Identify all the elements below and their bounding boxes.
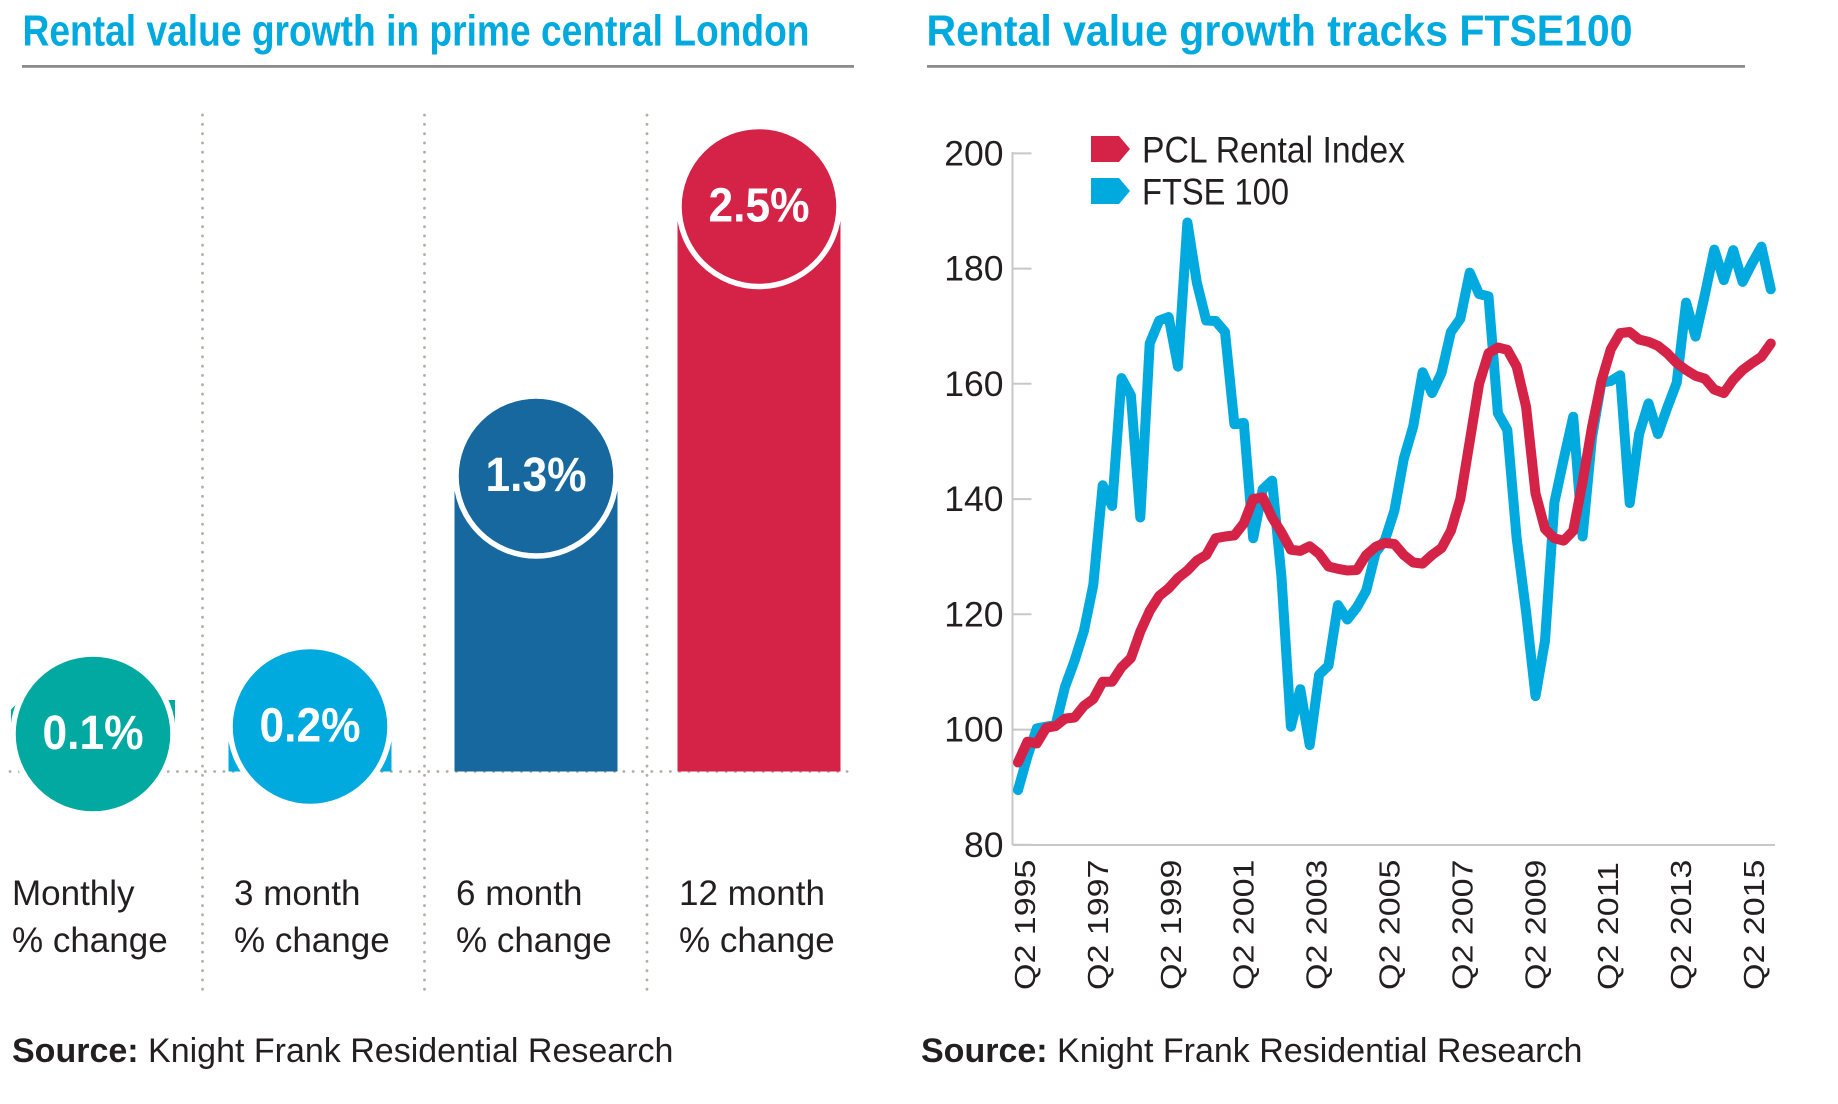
svg-text:Q2 2013: Q2 2013: [1665, 860, 1698, 990]
svg-text:120: 120: [944, 594, 1003, 634]
svg-text:% change: % change: [12, 921, 168, 960]
svg-text:Rental value growth tracks FTS: Rental value growth tracks FTSE100: [927, 7, 1633, 56]
svg-text:Q2 1999: Q2 1999: [1154, 860, 1187, 990]
svg-text:3 month: 3 month: [234, 874, 360, 913]
svg-text:% change: % change: [456, 921, 612, 960]
svg-text:FTSE 100: FTSE 100: [1142, 172, 1289, 213]
svg-text:Q2 2005: Q2 2005: [1373, 860, 1406, 990]
svg-text:Q2 1997: Q2 1997: [1081, 860, 1114, 990]
svg-text:PCL Rental Index: PCL Rental Index: [1142, 130, 1405, 171]
svg-text:Q2 2015: Q2 2015: [1737, 860, 1770, 990]
svg-text:Source: Knight Frank Residenti: Source: Knight Frank Residential Researc…: [12, 1032, 673, 1070]
svg-text:2.5%: 2.5%: [709, 180, 810, 233]
svg-text:% change: % change: [234, 921, 390, 960]
svg-text:Rental value growth in prime c: Rental value growth in prime central Lon…: [23, 7, 810, 56]
svg-text:Q2 2001: Q2 2001: [1227, 860, 1260, 990]
svg-text:Monthly: Monthly: [12, 874, 135, 913]
svg-text:Q2 2007: Q2 2007: [1446, 860, 1479, 990]
svg-text:80: 80: [964, 825, 1004, 865]
svg-text:100: 100: [944, 710, 1003, 750]
svg-text:1.3%: 1.3%: [486, 449, 587, 502]
svg-text:180: 180: [944, 249, 1003, 289]
svg-text:Q2 2003: Q2 2003: [1300, 860, 1333, 990]
svg-text:0.2%: 0.2%: [260, 700, 361, 753]
svg-text:200: 200: [944, 133, 1003, 173]
svg-text:0.1%: 0.1%: [43, 707, 144, 760]
svg-text:160: 160: [944, 364, 1003, 404]
svg-text:Q2 1995: Q2 1995: [1008, 860, 1041, 990]
svg-text:Q2 2011: Q2 2011: [1592, 862, 1625, 990]
svg-text:% change: % change: [679, 921, 835, 960]
svg-text:12 month: 12 month: [679, 874, 825, 913]
svg-text:Source: Knight Frank Residenti: Source: Knight Frank Residential Researc…: [921, 1032, 1582, 1070]
svg-text:140: 140: [944, 479, 1003, 519]
svg-text:6 month: 6 month: [456, 874, 582, 913]
svg-text:Q2 2009: Q2 2009: [1519, 860, 1552, 990]
